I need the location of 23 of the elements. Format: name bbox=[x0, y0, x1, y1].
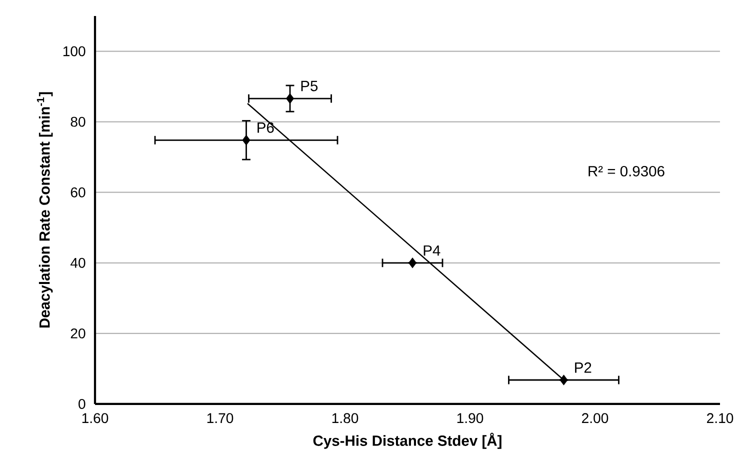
annotation: P4 bbox=[424, 245, 440, 256]
point bbox=[408, 258, 416, 268]
x-tick-label: 2.10 bbox=[707, 413, 734, 424]
annotation: R² = 0.9306 bbox=[588, 166, 664, 176]
point bbox=[560, 374, 568, 386]
x-tick-label: 1.80 bbox=[332, 413, 358, 424]
y-tick-label: 0 bbox=[78, 399, 86, 409]
y-tick-label: 20 bbox=[70, 328, 86, 338]
annotation: P2 bbox=[575, 362, 592, 373]
y-axis-title: Deacylation Rate Constant [min$^{-1}$] bbox=[36, 92, 53, 328]
y-tick-label: 100 bbox=[63, 46, 86, 56]
annotation: P5 bbox=[301, 80, 318, 92]
y-tick-label: 60 bbox=[70, 187, 86, 198]
point bbox=[286, 93, 294, 104]
annotation: P6 bbox=[258, 122, 274, 133]
y-tick-label: 80 bbox=[70, 116, 86, 127]
x-tick-label: 1.70 bbox=[207, 413, 234, 424]
x-tick-label: 2.00 bbox=[582, 413, 608, 424]
y-tick-label: 40 bbox=[70, 258, 86, 268]
x-tick-label: 1.60 bbox=[82, 413, 108, 424]
x-axis-title: Cys-His Distance Stdev [Å] bbox=[313, 432, 502, 449]
x-tick-label: 1.90 bbox=[457, 413, 484, 424]
point bbox=[242, 134, 250, 146]
